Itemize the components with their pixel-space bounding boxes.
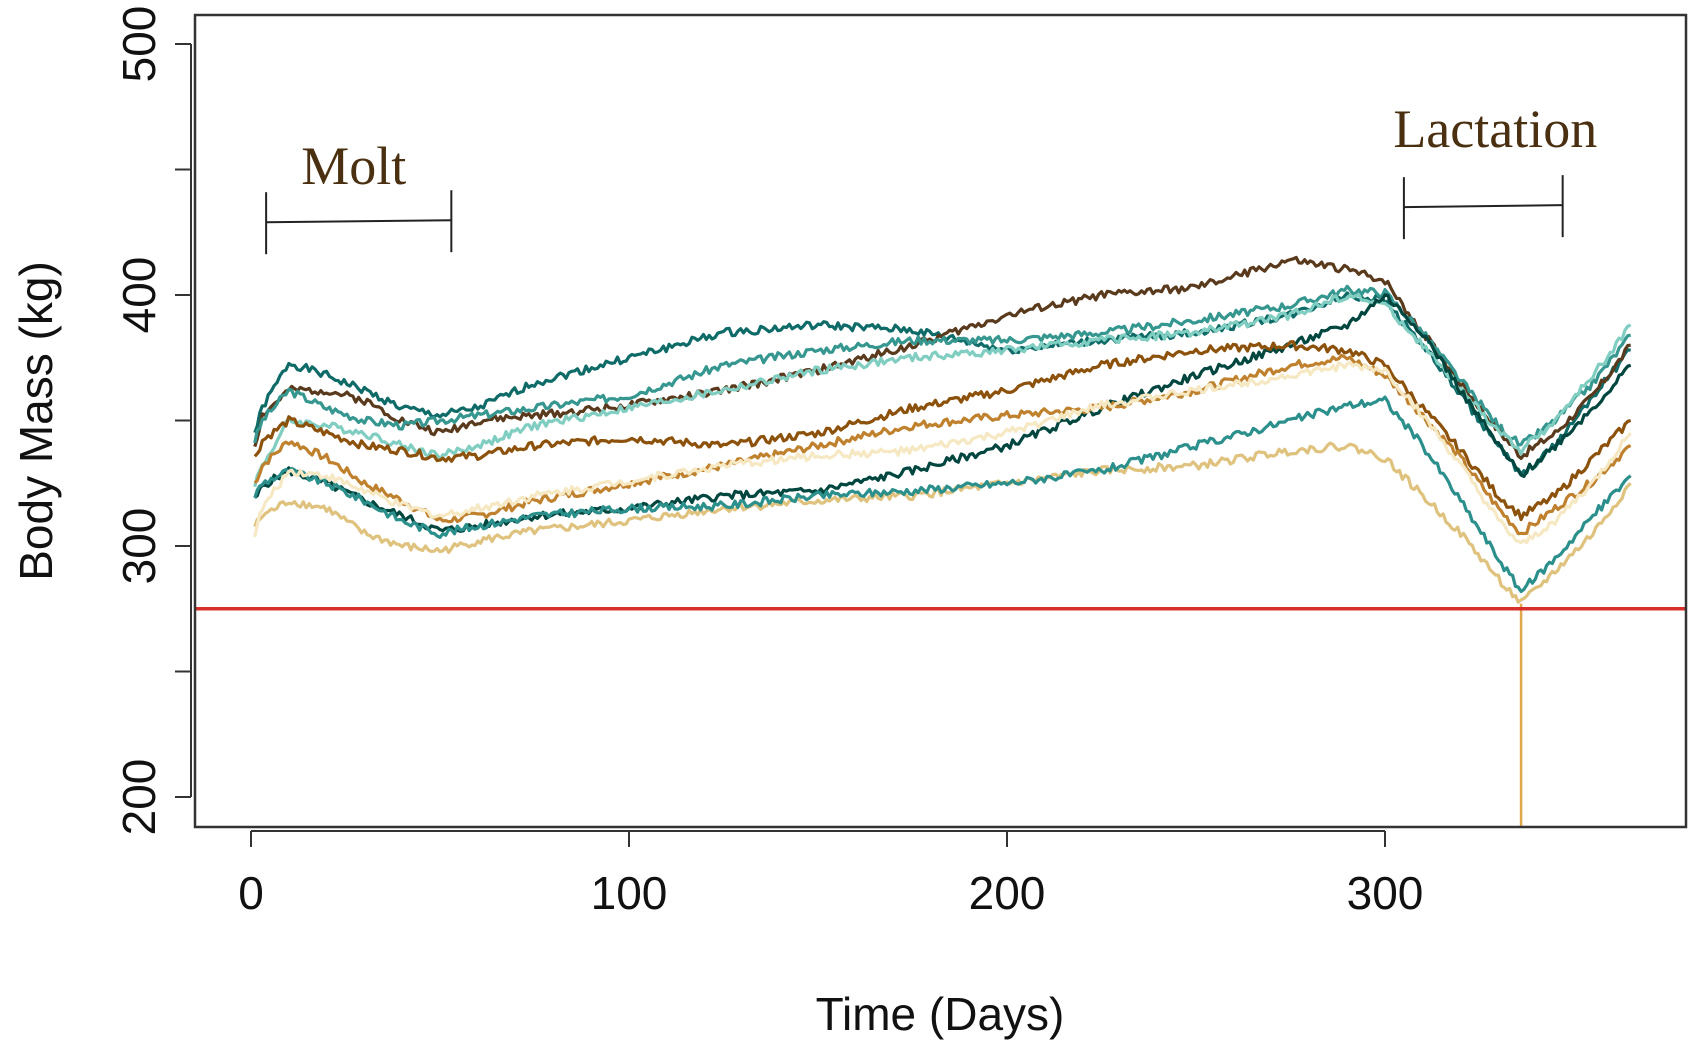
x-tick-label: 0 bbox=[238, 867, 264, 919]
x-tick-label: 200 bbox=[969, 867, 1046, 919]
series-line bbox=[253, 441, 1632, 604]
series-line bbox=[253, 360, 1632, 545]
series-line bbox=[253, 353, 1632, 536]
y-tick-label: 400 bbox=[113, 257, 165, 334]
annotation-bracket bbox=[266, 219, 452, 224]
series-layer bbox=[253, 255, 1632, 604]
series-line bbox=[253, 293, 1632, 533]
y-axis-title: Body Mass (kg) bbox=[10, 261, 62, 581]
series-line bbox=[253, 340, 1632, 522]
series-line bbox=[253, 293, 1632, 488]
annotation-layer: Molt Lactation bbox=[265, 99, 1597, 255]
y-tick-label: 200 bbox=[113, 759, 165, 836]
x-tick-label: 100 bbox=[591, 867, 668, 919]
series-line bbox=[253, 395, 1632, 594]
annotation-label: Molt bbox=[301, 136, 406, 196]
x-axis-title: Time (Days) bbox=[816, 988, 1065, 1040]
plot-frame bbox=[193, 13, 1688, 829]
y-tick-label: 300 bbox=[113, 508, 165, 585]
annotation-label: Lactation bbox=[1393, 99, 1597, 159]
threshold-layer bbox=[195, 603, 1686, 827]
annotation-bracket bbox=[1403, 204, 1563, 209]
x-tick-label: 300 bbox=[1347, 867, 1424, 919]
axes-layer: 0 100 200 300 200 300 400 500 bbox=[113, 6, 1423, 919]
y-tick-label: 500 bbox=[113, 6, 165, 83]
series-line bbox=[253, 255, 1631, 460]
